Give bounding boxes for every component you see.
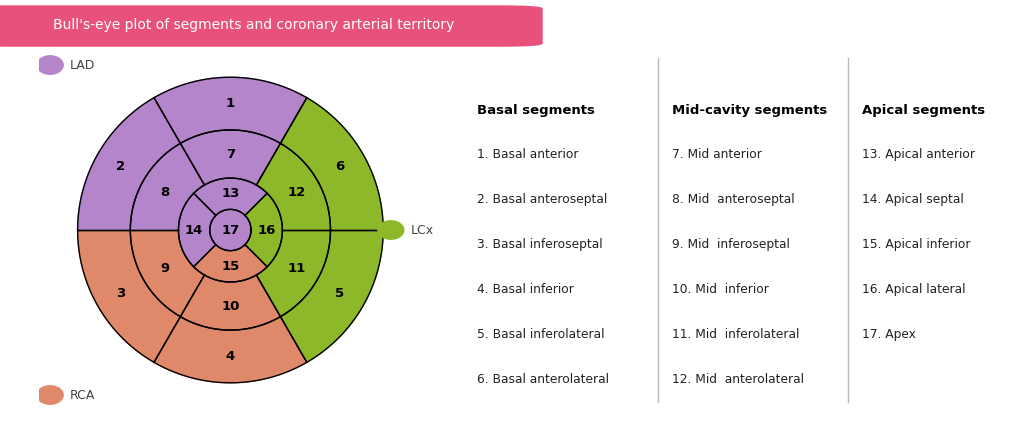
Polygon shape — [194, 245, 267, 282]
Text: 9. Mid  inferoseptal: 9. Mid inferoseptal — [673, 238, 791, 251]
Text: 4: 4 — [225, 350, 236, 363]
Polygon shape — [130, 143, 205, 230]
Text: 1: 1 — [226, 97, 234, 110]
Text: 8. Mid  anteroseptal: 8. Mid anteroseptal — [673, 193, 795, 206]
Text: 13. Apical anterior: 13. Apical anterior — [862, 148, 975, 161]
Polygon shape — [256, 143, 331, 230]
Text: Mid-cavity segments: Mid-cavity segments — [673, 104, 827, 117]
Text: 11: 11 — [287, 262, 305, 275]
Text: 3: 3 — [117, 287, 126, 300]
Text: LCx: LCx — [411, 224, 434, 237]
Polygon shape — [180, 130, 281, 185]
Text: 3. Basal inferoseptal: 3. Basal inferoseptal — [477, 238, 603, 251]
Polygon shape — [78, 98, 180, 230]
Text: 2. Basal anteroseptal: 2. Basal anteroseptal — [477, 193, 607, 206]
Text: Apical segments: Apical segments — [862, 104, 985, 117]
Polygon shape — [130, 230, 205, 317]
Polygon shape — [154, 317, 307, 383]
Polygon shape — [180, 275, 281, 330]
Text: Bull's-eye plot of segments and coronary arterial territory: Bull's-eye plot of segments and coronary… — [53, 18, 454, 32]
Text: Basal segments: Basal segments — [477, 104, 595, 117]
Text: 17: 17 — [221, 224, 240, 237]
FancyBboxPatch shape — [0, 5, 543, 47]
Polygon shape — [210, 209, 251, 251]
Polygon shape — [281, 98, 383, 230]
Text: 6. Basal anterolateral: 6. Basal anterolateral — [477, 373, 609, 386]
Text: 17. Apex: 17. Apex — [862, 328, 916, 341]
Text: 5: 5 — [335, 287, 344, 300]
Ellipse shape — [37, 55, 63, 75]
Polygon shape — [78, 230, 180, 362]
Text: 5. Basal inferolateral: 5. Basal inferolateral — [477, 328, 604, 341]
Text: 16. Apical lateral: 16. Apical lateral — [862, 283, 966, 296]
Polygon shape — [281, 230, 383, 362]
Text: 10: 10 — [221, 299, 240, 312]
Ellipse shape — [377, 220, 404, 240]
Text: 1. Basal anterior: 1. Basal anterior — [477, 148, 579, 161]
Text: 4. Basal inferior: 4. Basal inferior — [477, 283, 574, 296]
Text: 13: 13 — [221, 187, 240, 200]
Text: 2: 2 — [117, 160, 126, 173]
Text: 12: 12 — [287, 185, 305, 198]
Text: 6: 6 — [335, 160, 344, 173]
Text: RCA: RCA — [70, 388, 95, 401]
Text: 7: 7 — [226, 148, 234, 161]
Text: 16: 16 — [257, 224, 275, 237]
Polygon shape — [194, 178, 267, 215]
Text: 8: 8 — [160, 185, 169, 198]
Ellipse shape — [37, 385, 63, 405]
Text: 10. Mid  inferior: 10. Mid inferior — [673, 283, 769, 296]
Polygon shape — [256, 230, 331, 317]
Text: 11. Mid  inferolateral: 11. Mid inferolateral — [673, 328, 800, 341]
Polygon shape — [178, 193, 216, 267]
Text: 14. Apical septal: 14. Apical septal — [862, 193, 964, 206]
Polygon shape — [245, 193, 283, 267]
Text: 15. Apical inferior: 15. Apical inferior — [862, 238, 971, 251]
Text: 15: 15 — [221, 260, 240, 273]
Text: 12. Mid  anterolateral: 12. Mid anterolateral — [673, 373, 805, 386]
Text: 14: 14 — [185, 224, 204, 237]
Text: LAD: LAD — [70, 59, 95, 72]
Polygon shape — [154, 77, 307, 143]
Text: 7. Mid anterior: 7. Mid anterior — [673, 148, 762, 161]
Text: 9: 9 — [160, 262, 169, 275]
